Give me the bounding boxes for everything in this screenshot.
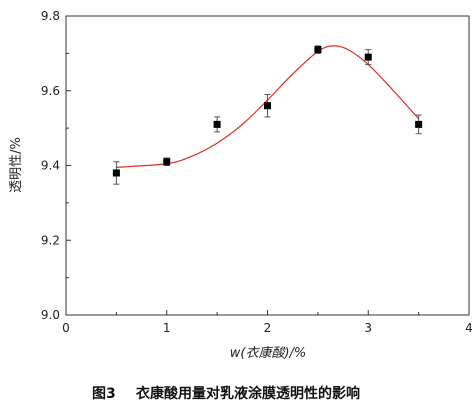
data-point (112, 161, 120, 185)
x-axis-ticks: 0 1 2 3 4 (62, 310, 473, 335)
x-tick-label: 2 (264, 321, 272, 335)
y-axis-title: 透明性/% (9, 137, 24, 193)
data-point (364, 49, 372, 66)
plot-frame (65, 15, 470, 316)
data-point (314, 45, 322, 54)
x-tick-label: 0 (62, 321, 70, 335)
x-tick-label: 1 (163, 321, 171, 335)
data-point (264, 93, 271, 118)
y-tick-label: 9.0 (41, 308, 60, 322)
y-tick-label: 9.6 (41, 84, 60, 98)
data-point (213, 116, 221, 133)
figure-caption-label: 图3 (92, 386, 116, 402)
x-tick-label: 4 (465, 321, 473, 335)
data-marker (415, 120, 423, 128)
data-marker (163, 158, 171, 166)
x-axis-title: w(衣康酸)/% (230, 345, 307, 361)
data-marker (364, 53, 372, 61)
figure-caption-text: 衣康酸用量对乳液涂膜透明性的影响 (136, 385, 360, 402)
x-tick-label: 3 (364, 321, 372, 335)
data-marker (112, 169, 120, 177)
data-point (415, 114, 423, 135)
data-points-layer (112, 45, 423, 185)
y-tick-label: 9.2 (41, 233, 60, 247)
data-marker (213, 120, 221, 128)
data-point (163, 157, 171, 166)
y-axis-ticks: 9.0 9.2 9.4 9.6 9.8 (41, 9, 71, 322)
y-tick-label: 9.8 (41, 9, 60, 23)
y-tick-label: 9.4 (41, 159, 60, 173)
axes (65, 15, 470, 316)
data-marker (264, 102, 271, 110)
data-marker (314, 46, 322, 54)
